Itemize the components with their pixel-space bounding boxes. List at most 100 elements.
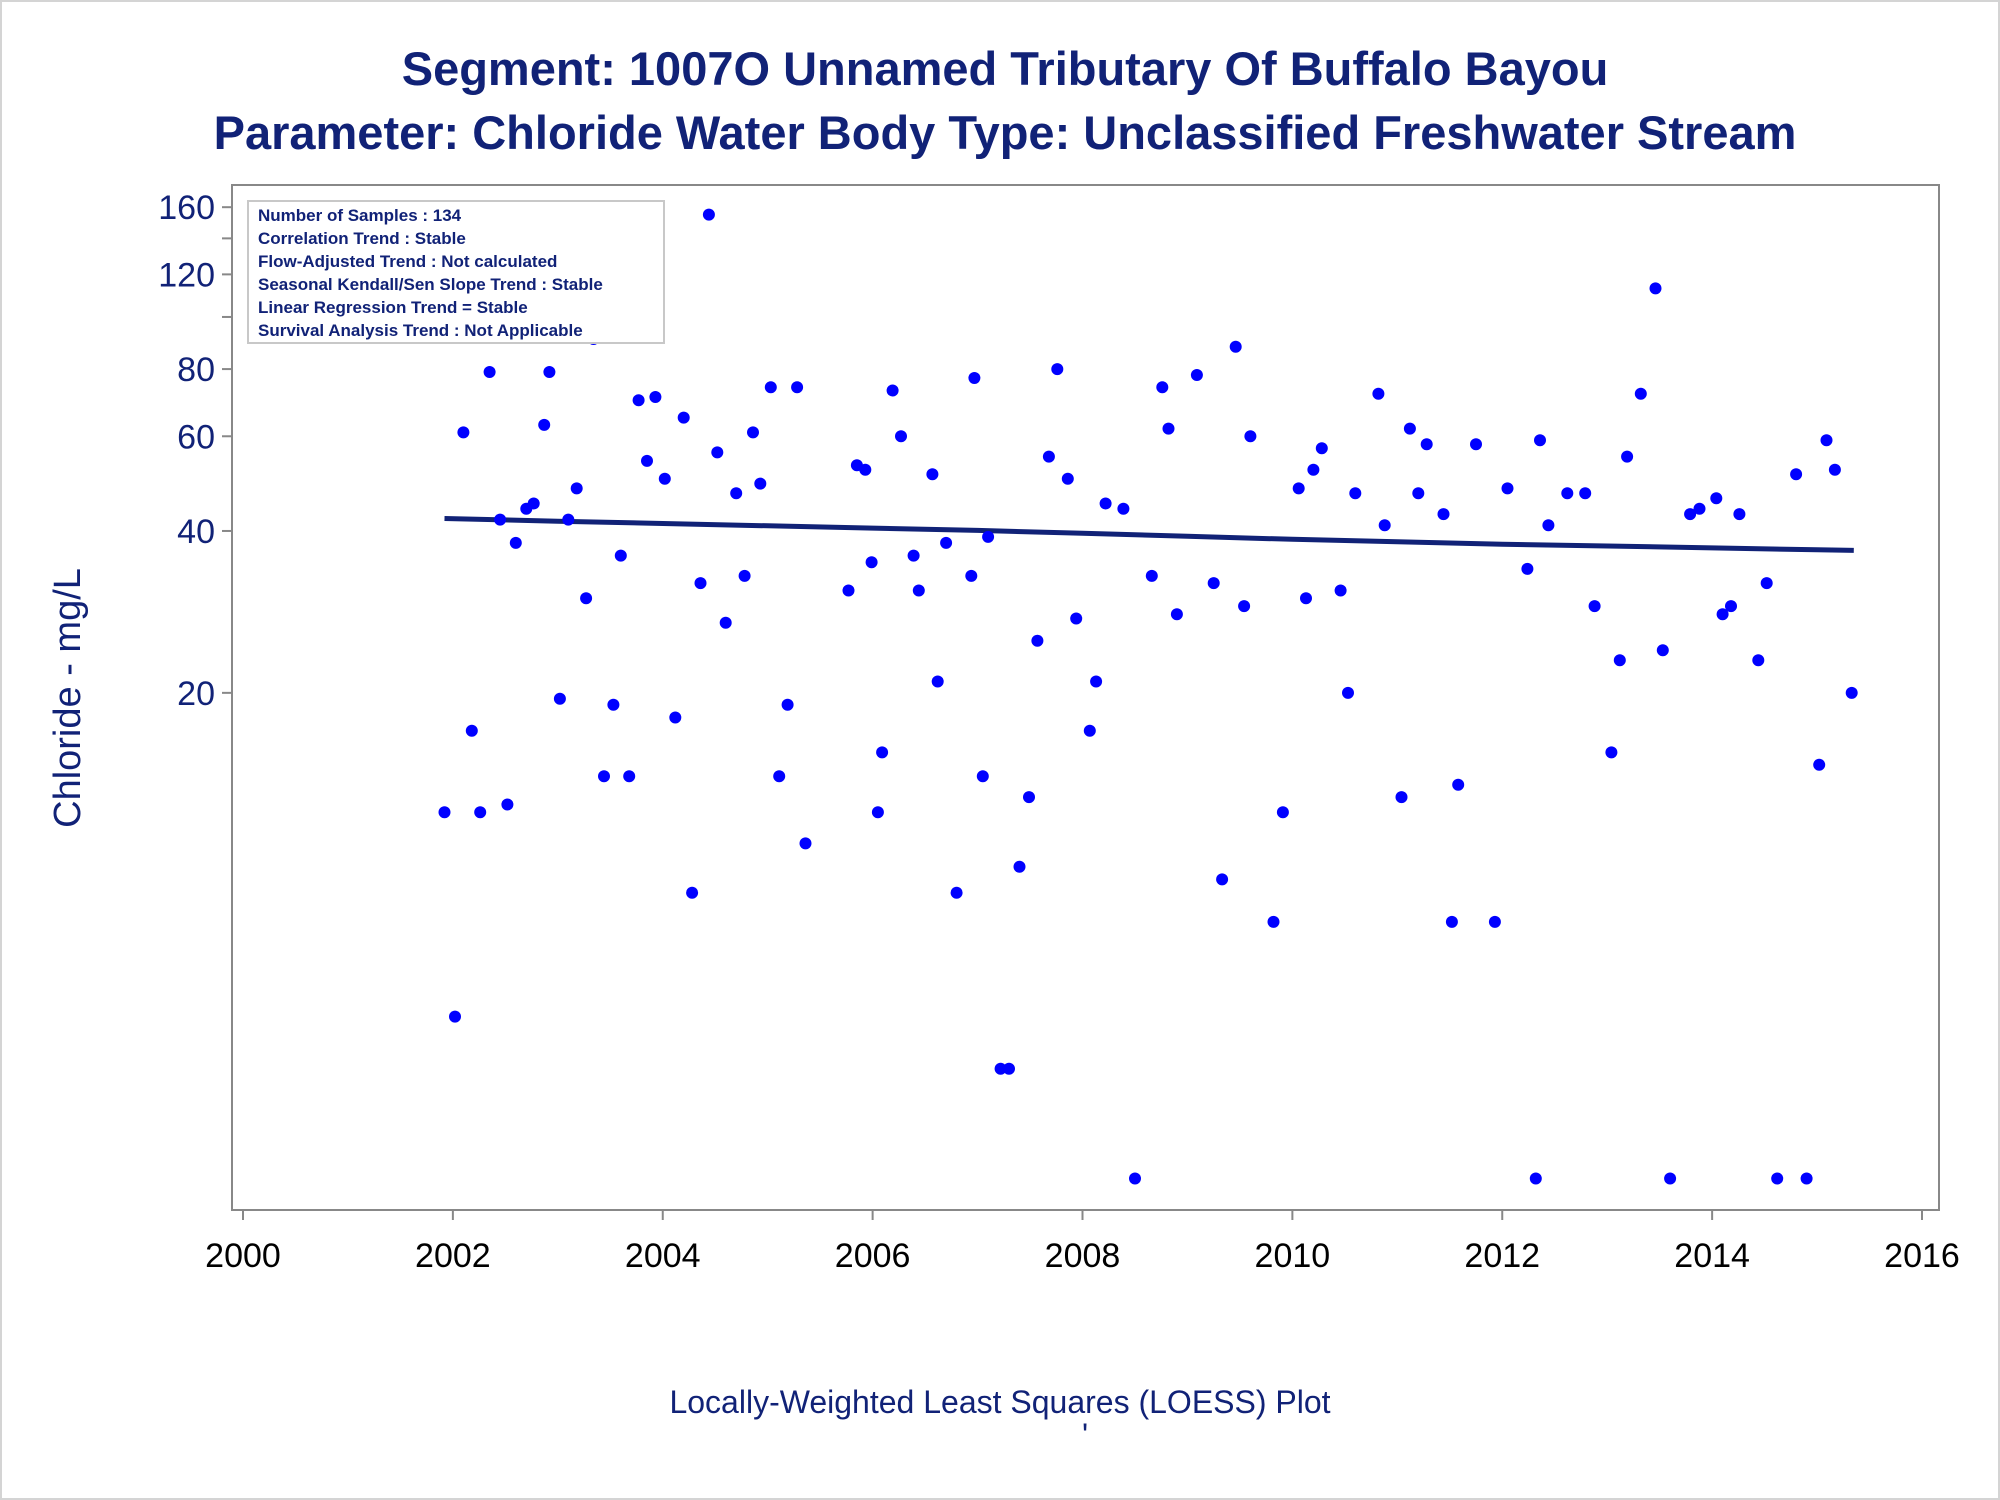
data-point xyxy=(1470,438,1482,451)
data-point xyxy=(1300,592,1312,605)
chart-subtitle: Parameter: Chloride Water Body Type: Unc… xyxy=(214,106,1797,159)
data-point xyxy=(1342,686,1354,699)
x-tick-label: 2014 xyxy=(1674,1237,1750,1275)
chart-footnote: Locally-Weighted Least Squares (LOESS) P… xyxy=(669,1384,1330,1420)
data-point xyxy=(773,770,786,783)
data-point xyxy=(876,746,889,759)
data-point xyxy=(1710,492,1723,505)
stat-flow-adjusted-trend: Flow-Adjusted Trend : Not calculated xyxy=(258,252,557,271)
data-point xyxy=(669,711,682,724)
data-point xyxy=(907,549,920,562)
data-point xyxy=(1605,746,1618,759)
data-point xyxy=(926,468,939,481)
data-point xyxy=(711,446,724,459)
data-point xyxy=(1042,450,1055,463)
plot-area xyxy=(231,184,1940,1211)
data-point xyxy=(702,208,715,221)
data-point xyxy=(1684,508,1697,521)
data-point xyxy=(649,391,662,403)
data-point xyxy=(968,372,981,384)
data-point xyxy=(1276,806,1289,819)
y-tick-label: 60 xyxy=(177,418,215,456)
data-point xyxy=(677,411,690,424)
data-point xyxy=(1828,463,1841,476)
data-point xyxy=(1693,502,1706,515)
data-point xyxy=(1315,442,1328,455)
data-point xyxy=(694,577,707,590)
data-point xyxy=(982,530,995,543)
data-point xyxy=(912,584,925,597)
data-point xyxy=(686,886,699,899)
chart-title: Segment: 1007O Unnamed Tributary Of Buff… xyxy=(402,42,1609,95)
data-point xyxy=(1800,1172,1813,1185)
data-point xyxy=(950,886,963,899)
data-point xyxy=(730,487,743,500)
data-point xyxy=(509,536,522,549)
data-point xyxy=(865,556,878,569)
data-point xyxy=(1244,430,1257,443)
data-point xyxy=(1170,608,1183,621)
data-point xyxy=(543,366,556,378)
data-point xyxy=(632,394,645,407)
data-point xyxy=(1267,915,1280,928)
data-point xyxy=(1162,422,1175,435)
data-point xyxy=(886,384,899,397)
x-tick-label: 2012 xyxy=(1464,1237,1540,1275)
data-point xyxy=(623,770,636,783)
stat-survival-analysis-trend: Survival Analysis Trend : Not Applicable xyxy=(258,321,583,340)
data-point xyxy=(871,806,884,819)
data-point xyxy=(1656,644,1669,657)
data-point xyxy=(1534,434,1546,447)
data-point xyxy=(1378,519,1391,532)
data-point xyxy=(1501,482,1514,495)
data-point xyxy=(940,536,953,549)
data-point xyxy=(1664,1172,1677,1185)
data-point xyxy=(553,692,566,705)
data-point xyxy=(1395,791,1408,804)
data-point xyxy=(1771,1172,1784,1185)
data-point xyxy=(1145,569,1158,582)
data-point xyxy=(1307,463,1320,476)
data-point xyxy=(1083,724,1096,737)
y-axis-label: Chloride - mg/L xyxy=(47,568,89,828)
data-point xyxy=(1649,282,1662,295)
data-point xyxy=(1238,600,1251,613)
data-point xyxy=(1437,508,1450,521)
data-point xyxy=(474,806,487,819)
data-point xyxy=(859,463,872,476)
data-point xyxy=(1031,634,1044,647)
x-tick-label: 2010 xyxy=(1255,1237,1331,1275)
data-point xyxy=(1621,450,1634,463)
data-point xyxy=(1090,675,1103,688)
loess-series xyxy=(444,516,1854,553)
stat-seasonal-kendall-trend: Seasonal Kendall/Sen Slope Trend : Stabl… xyxy=(258,275,603,294)
stat-correlation-trend: Correlation Trend : Stable xyxy=(258,229,466,248)
data-point xyxy=(1820,434,1833,447)
data-point xyxy=(1292,482,1305,495)
data-point xyxy=(747,426,759,439)
data-point xyxy=(562,513,575,526)
data-point xyxy=(1403,422,1416,435)
data-point xyxy=(1760,577,1773,590)
data-point xyxy=(1752,654,1765,667)
data-point xyxy=(764,381,777,394)
data-point xyxy=(1216,873,1229,886)
data-point xyxy=(1013,860,1026,873)
data-point xyxy=(1845,686,1858,699)
x-tick-label: 2016 xyxy=(1884,1237,1960,1275)
data-point xyxy=(1156,381,1169,394)
scatter-series xyxy=(438,208,1858,1185)
y-tick-label: 80 xyxy=(177,351,215,389)
data-point xyxy=(1051,363,1064,376)
data-point xyxy=(1579,487,1592,500)
data-point xyxy=(501,798,514,811)
data-point xyxy=(1634,387,1647,400)
data-point xyxy=(1452,778,1465,791)
data-point xyxy=(1790,468,1803,481)
y-tick-label: 40 xyxy=(177,513,215,551)
data-point xyxy=(658,472,671,485)
data-point xyxy=(1190,369,1203,381)
data-point xyxy=(976,770,989,783)
data-point xyxy=(842,584,855,597)
